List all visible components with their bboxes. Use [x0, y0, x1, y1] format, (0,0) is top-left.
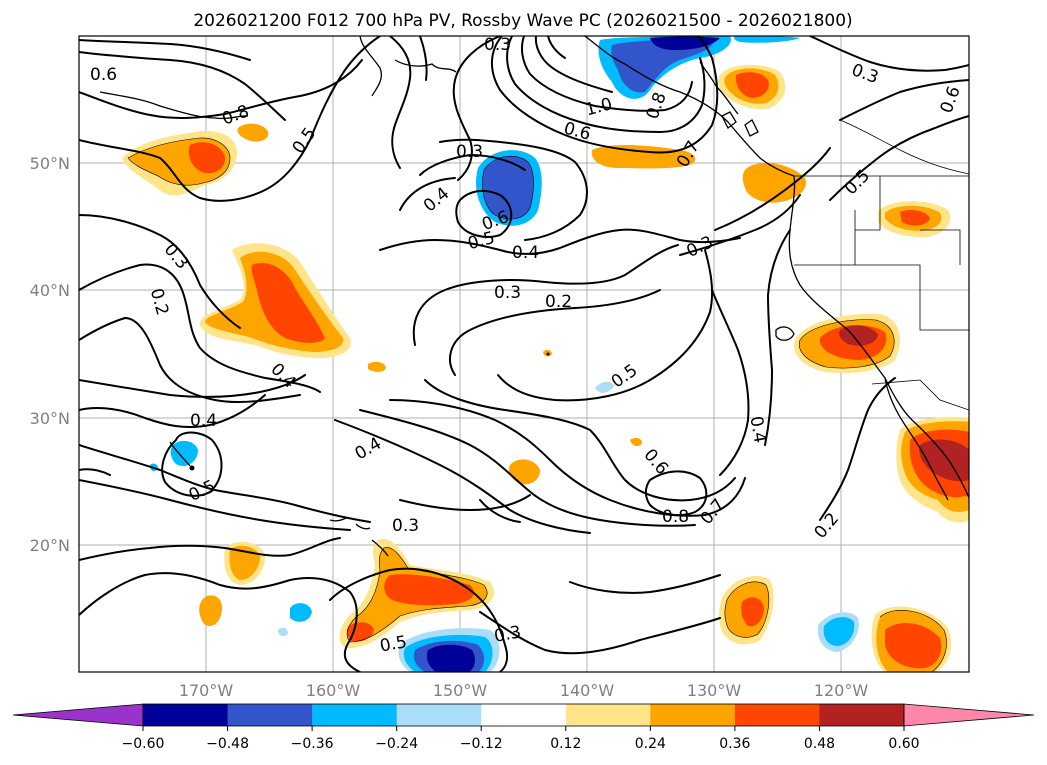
lon-label: 150°W — [433, 681, 488, 700]
lon-label: 130°W — [687, 681, 742, 700]
contour-label: 0.5 — [378, 632, 408, 656]
colorbar-tick-label: −0.60 — [122, 736, 165, 752]
political-borders — [794, 119, 969, 411]
contour-label: 0.4 — [512, 243, 539, 263]
lat-label: 40°N — [30, 281, 70, 300]
colorbar-segments — [12, 703, 1035, 727]
colorbar-tick-label: −0.48 — [206, 736, 249, 752]
anomaly-small-north — [237, 123, 269, 142]
colorbar-extend-low — [12, 703, 144, 727]
anomaly-tiny-neg-3 — [278, 627, 288, 637]
lat-label: 20°N — [30, 536, 70, 555]
pv-contours — [79, 36, 969, 672]
lat-label: 30°N — [30, 409, 70, 428]
contour-label: 0.3 — [456, 142, 483, 162]
anomaly-tiny-1 — [368, 361, 386, 372]
contour-label: 0.4 — [190, 411, 217, 431]
contour-label: 0.3 — [493, 622, 523, 646]
anomaly-tiny-neg-2 — [595, 381, 614, 393]
anomaly-s-east-neg-core — [823, 617, 855, 646]
lon-label: 170°W — [179, 681, 234, 700]
contour-label: 0.2 — [545, 292, 572, 312]
colorbar-tick-label: −0.12 — [460, 736, 503, 752]
anomaly-s-neg-small — [290, 603, 312, 622]
colorbar-segment — [396, 704, 482, 726]
colorbar-tick-label: 0.60 — [888, 736, 919, 752]
anomaly-gulf-alaska — [591, 145, 696, 169]
colorbar-ticks: −0.60 −0.48 −0.36 −0.24 −0.12 0.12 0.24 0.36 0.4… — [122, 726, 920, 752]
contour-label: 0.4 — [745, 415, 769, 445]
anomaly-negative-central-core — [482, 156, 534, 220]
anomaly-s-central-max-2 — [347, 622, 374, 642]
anomaly-s-far-east-max — [885, 623, 942, 669]
anomaly-washington — [742, 163, 806, 203]
contour-label: 0.3 — [484, 35, 511, 55]
contour-label: 0.3 — [392, 516, 419, 536]
colorbar-tick-label: 0.12 — [550, 736, 581, 752]
map-panel: 0.6 0.8 0.5 0.3 1.0 0.6 0.8 0.7 0.3 0.6 … — [79, 35, 969, 672]
lon-label: 140°W — [560, 681, 615, 700]
colorbar: −0.60 −0.48 −0.36 −0.24 −0.12 0.12 0.24 0.36 0.4… — [12, 703, 1035, 752]
latitude-labels: 50°N 40°N 30°N 20°N — [30, 154, 70, 555]
anomaly-s-west-core — [229, 545, 260, 580]
map-frame — [78, 35, 970, 673]
anomaly-nw-pacific-max — [188, 142, 226, 174]
colorbar-segment — [819, 704, 905, 726]
colorbar-frame — [142, 703, 905, 727]
colorbar-tick-label: 0.48 — [804, 736, 835, 752]
anomaly-hawaii-neg — [170, 440, 198, 467]
anomaly-negative-north-core — [611, 39, 715, 93]
contour-label: 0.6 — [90, 65, 117, 85]
coastlines — [99, 36, 969, 557]
anomaly-s-west-2 — [199, 595, 222, 627]
anomaly-s-neg-max — [426, 644, 475, 672]
colorbar-tick-label: −0.24 — [375, 736, 418, 752]
lon-label: 120°W — [814, 681, 869, 700]
colorbar-segment — [565, 704, 651, 726]
figure-title: 2026021200 F012 700 hPa PV, Rossby Wave … — [193, 11, 852, 31]
colorbar-segment — [143, 704, 229, 726]
colorbar-tick-label: 0.24 — [635, 736, 666, 752]
colorbar-tick-label: −0.36 — [291, 736, 334, 752]
lat-label: 50°N — [30, 154, 70, 173]
contour-label: 0.3 — [494, 283, 521, 303]
anomaly-s-central-max — [384, 574, 475, 606]
anomaly-idaho-max — [900, 210, 930, 226]
anomaly-central-pacific-max — [251, 262, 325, 343]
contour-label: 0.8 — [662, 507, 689, 527]
anomaly-negative-north-2 — [734, 36, 800, 43]
longitude-labels: 170°W 160°W 150°W 140°W 130°W 120°W — [179, 681, 869, 700]
colorbar-segment — [481, 704, 567, 726]
anomaly-central-small — [508, 459, 540, 485]
colorbar-segment — [650, 704, 736, 726]
anomaly-bc-coast-max — [735, 72, 769, 98]
colorbar-segment — [734, 704, 820, 726]
colorbar-segment — [227, 704, 313, 726]
anomaly-s-east-max — [741, 597, 764, 627]
anomaly-tiny-2 — [630, 437, 642, 447]
lon-label: 160°W — [306, 681, 361, 700]
colorbar-segment — [312, 704, 398, 726]
colorbar-tick-label: 0.36 — [719, 736, 750, 752]
colorbar-extend-high — [903, 703, 1035, 727]
